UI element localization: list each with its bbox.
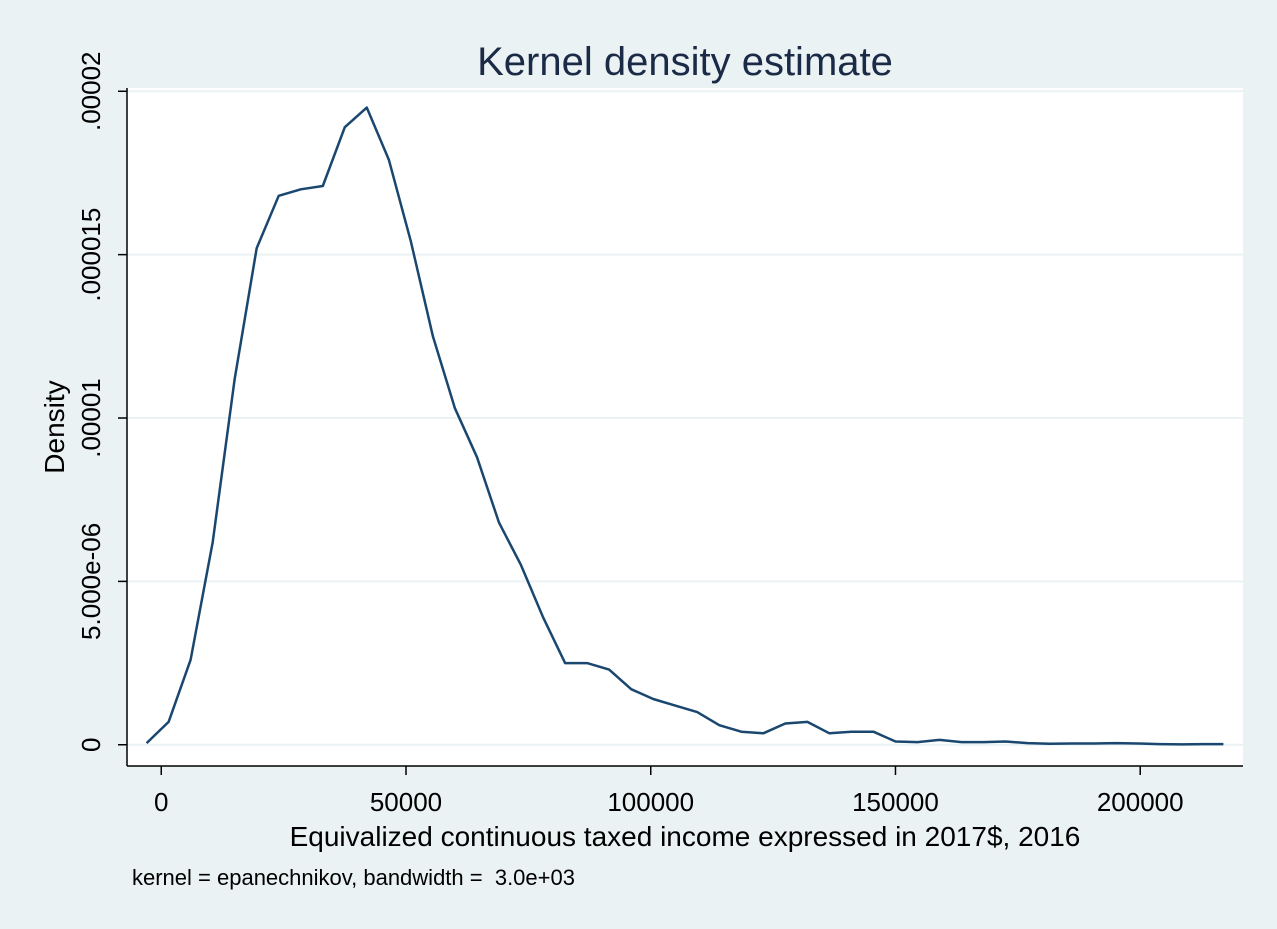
y-tick-label-1: 5.000e-06 [76,523,106,640]
axes [126,88,1243,767]
density-line [145,106,1224,746]
x-tick-label-0: 0 [154,787,168,817]
y-tick-label-4: .00002 [76,52,106,132]
y-tick-label-0: 0 [76,738,106,752]
y-axis-label: Density [39,380,70,473]
plot-region [127,88,1243,766]
y-tick-label-3: .000015 [76,208,106,302]
x-axis-ticks: 0 50000 100000 150000 200000 [154,766,1184,817]
chart-title: Kernel density estimate [477,40,893,84]
y-tick-label-2: .00001 [76,378,106,458]
x-axis-label: Equivalized continuous taxed income expr… [290,821,1081,852]
x-tick-label-2: 100000 [607,787,694,817]
x-tick-label-3: 150000 [852,787,939,817]
y-axis-ticks: 0 5.000e-06 .00001 .000015 .00002 [76,52,127,752]
kernel-note: kernel = epanechnikov, bandwidth = 3.0e+… [132,865,575,890]
x-tick-label-4: 200000 [1097,787,1184,817]
x-tick-label-1: 50000 [370,787,442,817]
